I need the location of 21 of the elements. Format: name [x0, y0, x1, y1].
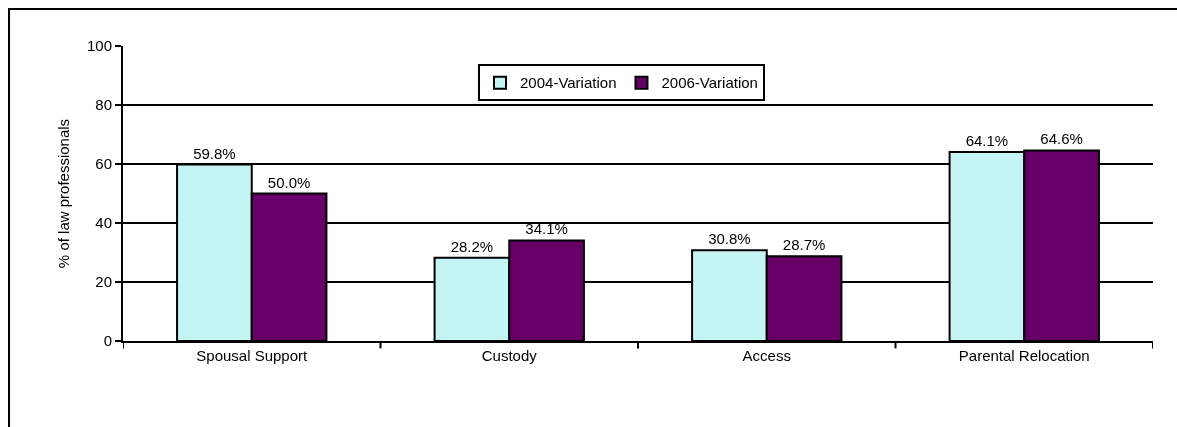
x-tick-label: Custody [481, 347, 538, 364]
x-tick-label: Spousal Support [196, 347, 309, 364]
data-label: 64.1% [965, 131, 1009, 149]
legend-label: 2006-Variation [661, 74, 758, 92]
legend-label: 2004-Variation [520, 74, 617, 92]
x-tick-label: Access [742, 347, 791, 364]
data-label: 34.1% [525, 220, 568, 238]
y-tick-label: 40 [95, 214, 112, 232]
data-label: 30.8% [708, 230, 751, 248]
data-label: 59.8% [193, 144, 236, 162]
y-tick-label: 0 [103, 332, 112, 350]
data-label: 64.6% [1040, 130, 1083, 148]
data-label: 50.0% [267, 173, 311, 191]
y-tick-label: 80 [95, 96, 112, 114]
data-label: 28.7% [782, 236, 826, 254]
y-tick-label: 20 [95, 273, 112, 291]
y-axis-title: % of law professionals [54, 118, 72, 269]
y-tick-label: 100 [86, 37, 112, 55]
data-label: 28.2% [450, 237, 494, 255]
x-tick-label: Parental Relocation [958, 347, 1090, 364]
y-tick-label: 60 [95, 155, 112, 173]
